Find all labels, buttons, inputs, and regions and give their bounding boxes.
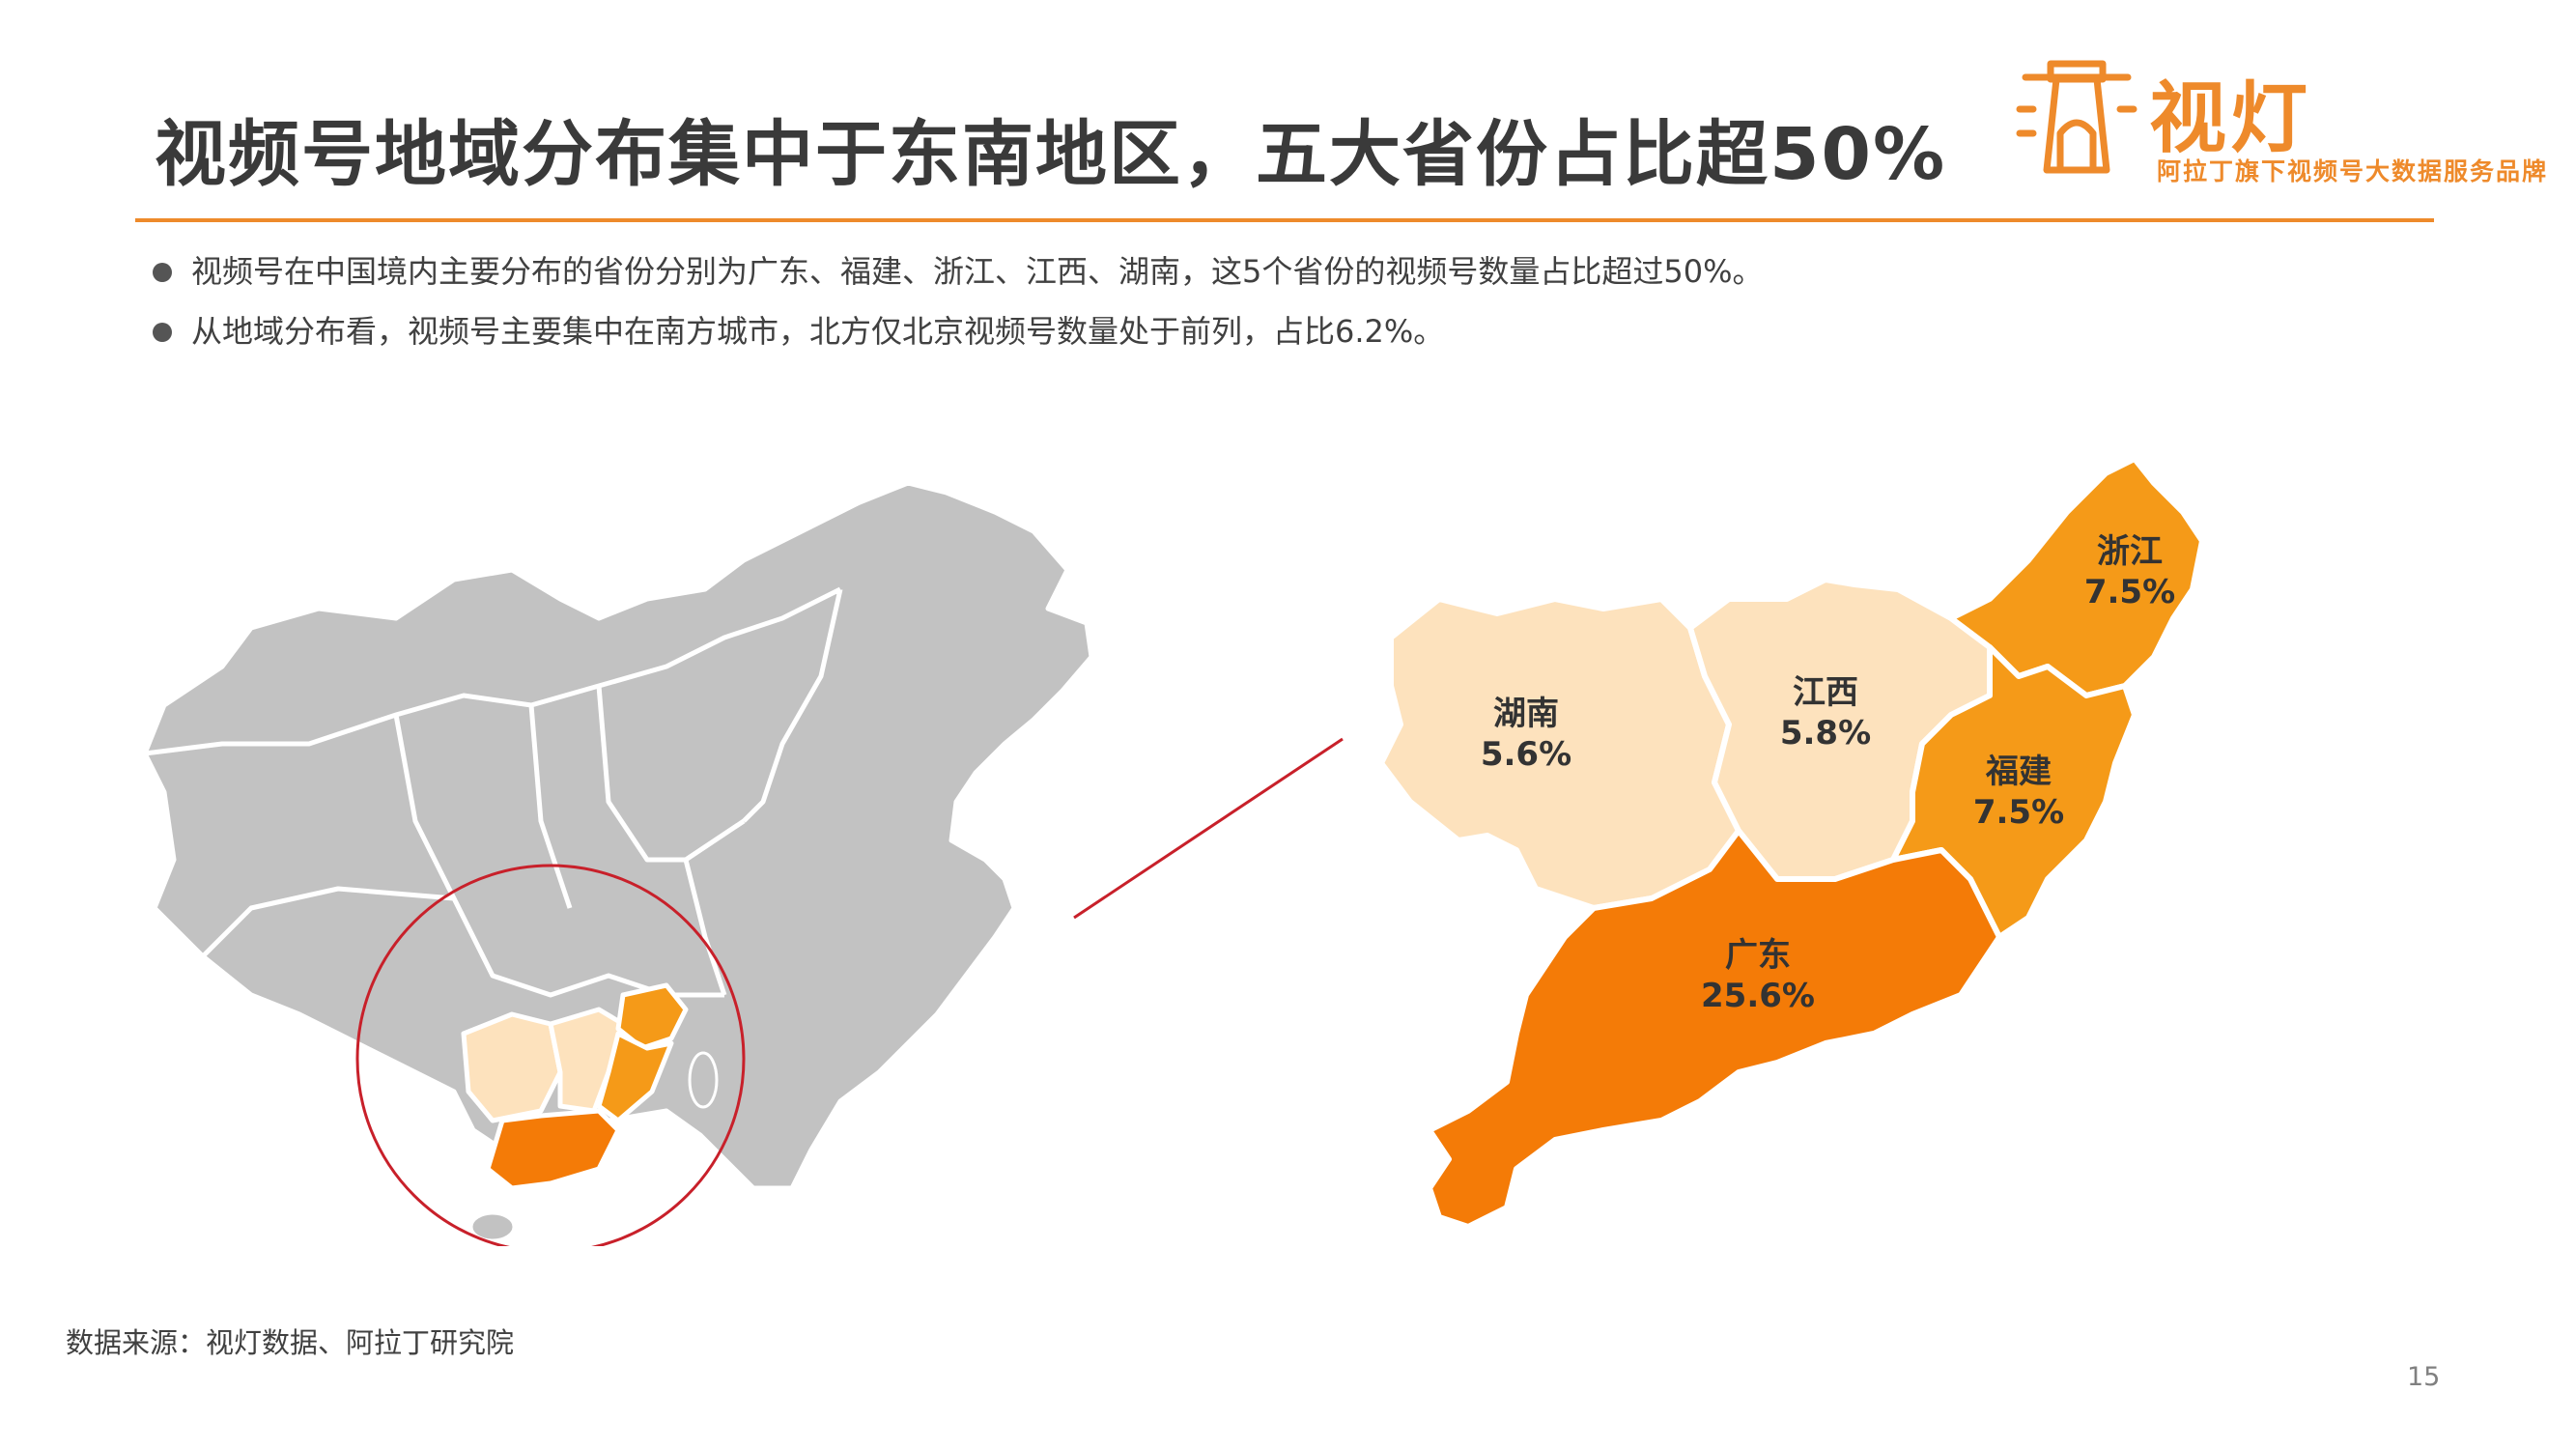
china-outline	[145, 480, 1094, 1191]
header-divider	[135, 218, 2434, 222]
label-jiangxi-share: 5.8%	[1780, 714, 1871, 753]
zoom-province-fujian	[1890, 644, 2137, 940]
page-number: 15	[2407, 1362, 2441, 1392]
bullet-item: 从地域分布看，视频号主要集中在南方城市，北方仅北京视频号数量处于前列，占比6.2…	[153, 301, 1764, 361]
label-guangdong-share: 25.6%	[1701, 977, 1815, 1015]
label-zhejiang-name: 浙江	[2097, 532, 2163, 571]
province-hunan	[461, 1011, 563, 1123]
label-zhejiang-share: 7.5%	[2084, 573, 2175, 611]
focus-region-circle	[355, 864, 746, 1246]
province-border	[145, 586, 843, 998]
data-source: 数据来源：视灯数据、阿拉丁研究院	[66, 1326, 515, 1359]
province-zhejiang	[615, 982, 689, 1051]
china-overview-map	[145, 480, 1094, 1246]
logo-brand-name: 视灯	[2149, 72, 2311, 163]
label-hunan-share: 5.6%	[1481, 735, 1571, 774]
bullet-list: 视频号在中国境内主要分布的省份分别为广东、福建、浙江、江西、湖南，这5个省份的视…	[153, 242, 1764, 361]
province-guangdong	[485, 1108, 621, 1191]
taiwan-island	[688, 1051, 719, 1109]
hainan-island	[469, 1211, 516, 1242]
label-fujian-name: 福建	[1985, 753, 2052, 791]
page-title: 视频号地域分布集中于东南地区，五大省份占比超50%	[155, 113, 1947, 196]
label-jiangxi-name: 江西	[1793, 673, 1858, 712]
lighthouse-icon	[2016, 60, 2137, 174]
label-hunan-name: 湖南	[1493, 695, 1559, 733]
logo-tagline: 阿拉丁旗下视频号大数据服务品牌	[2157, 157, 2549, 185]
zoom-province-guangdong	[1427, 828, 2002, 1230]
bullet-item: 视频号在中国境内主要分布的省份分别为广东、福建、浙江、江西、湖南，这5个省份的视…	[153, 242, 1764, 301]
label-fujian-share: 7.5%	[1973, 793, 2064, 832]
southeast-zoom-map: 湖南 5.6% 江西 5.8% 浙江 7.5% 福建 7.5% 广东 25.6%	[1378, 456, 2205, 1230]
province-fujian	[596, 1031, 674, 1123]
label-guangdong-name: 广东	[1725, 936, 1791, 975]
brand-logo: 视灯 阿拉丁旗下视频号大数据服务品牌	[2014, 56, 2555, 191]
